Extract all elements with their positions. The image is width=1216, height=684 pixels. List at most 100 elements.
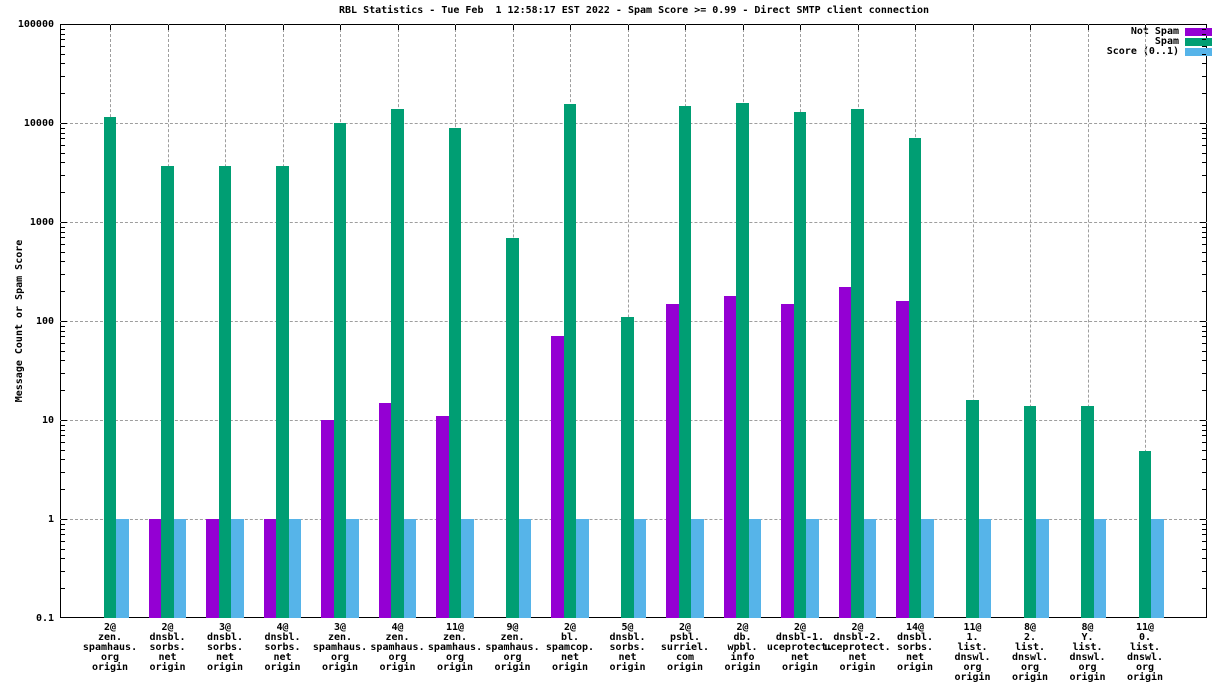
bar-spam — [103, 116, 117, 618]
bar-score-0-1- — [231, 519, 244, 618]
y-minor-tick-right — [1202, 226, 1206, 228]
y-minor-tick-right — [1202, 523, 1206, 525]
chart-title: RBL Statistics - Tue Feb 1 12:58:17 EST … — [338, 5, 929, 16]
y-tick-label: 0.1 — [35, 613, 54, 624]
y-minor-tick-right — [1202, 471, 1206, 473]
y-minor-tick-left — [61, 429, 65, 431]
x-tick-label: 11@ 1. list. dnswl. org origin — [954, 622, 991, 683]
y-minor-tick-right — [1202, 325, 1206, 327]
x-tick-top — [685, 25, 686, 30]
x-tick-label: 2@ bl. spamcop. net origin — [545, 622, 595, 673]
y-tick-label: 1000 — [29, 217, 54, 228]
bar-score-0-1- — [921, 519, 934, 618]
y-minor-tick-left — [61, 441, 65, 443]
y-tick-label: 100000 — [17, 19, 54, 30]
y-minor-tick-left — [61, 588, 65, 590]
x-tick-top — [225, 25, 226, 30]
y-minor-tick-right — [1202, 336, 1206, 338]
x-tick-label: 11@ 0. list. dnswl. org origin — [1126, 622, 1164, 683]
y-minor-tick-left — [61, 226, 65, 228]
gridline-x — [1087, 24, 1089, 618]
x-tick-top — [972, 25, 974, 30]
bar-spam — [1023, 405, 1037, 618]
gridline-y — [60, 123, 1207, 124]
y-minor-tick-left — [61, 261, 65, 263]
legend-item-spam: Spam — [1107, 37, 1212, 47]
y-minor-tick-left — [61, 33, 65, 35]
y-minor-tick-right — [1202, 360, 1206, 362]
legend-swatch-score — [1185, 48, 1212, 56]
y-minor-tick-right — [1202, 342, 1206, 344]
x-tick-label: 9@ zen. spamhaus. org origin — [485, 622, 540, 673]
bar-spam — [621, 316, 634, 618]
x-tick-top — [1087, 25, 1089, 30]
bar-spam — [218, 165, 232, 618]
x-tick-label: 5@ dnsbl. sorbs. net origin — [609, 622, 646, 673]
bar-not-spam — [551, 336, 564, 618]
y-minor-tick-left — [61, 325, 65, 327]
bar-score-0-1- — [461, 519, 474, 618]
bar-spam — [161, 165, 174, 618]
x-tick-top — [742, 25, 744, 30]
x-tick-label: 3@ dnsbl. sorbs. net origin — [206, 622, 244, 673]
x-tick-label: 4@ zen. spamhaus. org origin — [370, 622, 425, 673]
y-minor-tick-right — [1202, 548, 1206, 550]
y-minor-tick-left — [61, 45, 65, 47]
legend-label-score: Score (0..1) — [1106, 46, 1179, 57]
bar-not-spam — [148, 519, 162, 618]
x-tick-top — [167, 25, 169, 30]
y-minor-tick-right — [1202, 261, 1206, 263]
gridline-x — [1145, 24, 1146, 618]
y-minor-tick-right — [1202, 63, 1206, 65]
bar-spam — [1138, 450, 1152, 618]
bar-score-0-1- — [1093, 519, 1107, 618]
y-minor-tick-right — [1202, 237, 1206, 239]
bar-score-0-1- — [576, 519, 589, 618]
y-minor-tick-left — [61, 291, 65, 293]
x-tick-top — [915, 25, 916, 30]
x-tick-label: 4@ dnsbl. sorbs. net origin — [264, 622, 301, 673]
bar-score-0-1- — [173, 519, 187, 618]
bar-not-spam — [263, 519, 277, 618]
y-minor-tick-right — [1202, 127, 1206, 129]
y-minor-tick-left — [61, 251, 65, 253]
y-minor-tick-left — [61, 558, 65, 560]
bar-spam — [736, 102, 749, 618]
y-minor-tick-right — [1202, 243, 1206, 245]
bar-score-0-1- — [633, 519, 647, 618]
y-minor-tick-right — [1202, 39, 1206, 41]
legend-swatch-not-spam — [1185, 28, 1212, 36]
y-minor-tick-left — [61, 390, 65, 392]
x-tick-label: 8@ Y. list. dnswl. org origin — [1069, 622, 1106, 683]
gridline-y — [60, 222, 1207, 223]
y-major-tick-left — [61, 420, 67, 421]
x-tick-label: 3@ zen. spamhaus. org origin — [312, 622, 368, 673]
bar-score-0-1- — [806, 519, 819, 618]
y-minor-tick-right — [1202, 273, 1206, 275]
legend: Not Spam Spam Score (0..1) — [1107, 27, 1212, 57]
y-minor-tick-left — [61, 548, 65, 550]
x-tick-top — [570, 25, 571, 30]
y-minor-tick-right — [1202, 429, 1206, 431]
bar-score-0-1- — [346, 519, 359, 618]
x-tick-label: 2@ db. wpbl. info origin — [724, 622, 761, 673]
bar-spam — [793, 111, 807, 618]
y-minor-tick-right — [1202, 132, 1206, 134]
x-tick-top — [397, 25, 399, 30]
bar-score-0-1- — [691, 519, 704, 618]
bar-score-0-1- — [116, 519, 129, 618]
y-minor-tick-left — [61, 93, 65, 95]
y-major-tick-left — [61, 519, 67, 520]
y-minor-tick-right — [1202, 534, 1206, 536]
y-major-tick-left — [61, 123, 67, 124]
legend-label-not-spam: Not Spam — [1130, 26, 1179, 37]
y-minor-tick-right — [1202, 174, 1206, 176]
bar-spam — [851, 108, 864, 618]
y-minor-tick-left — [61, 330, 65, 332]
y-minor-tick-left — [61, 435, 65, 437]
y-minor-tick-left — [61, 570, 65, 572]
y-minor-tick-right — [1202, 558, 1206, 560]
bar-score-0-1- — [403, 519, 417, 618]
y-minor-tick-right — [1202, 540, 1206, 542]
